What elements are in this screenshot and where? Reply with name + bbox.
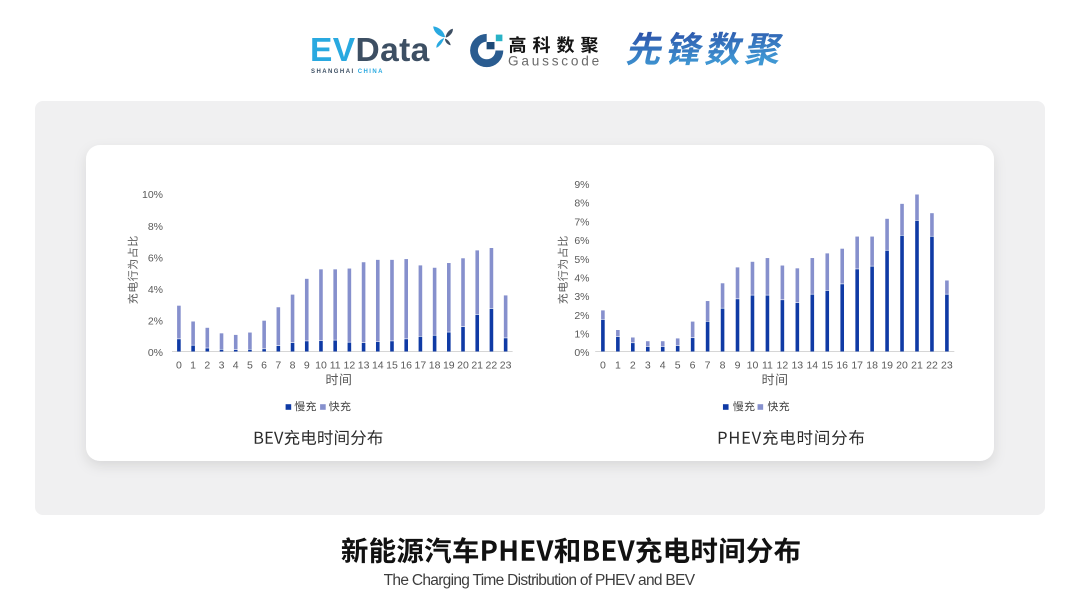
svg-text:12: 12	[344, 360, 356, 372]
svg-text:11: 11	[330, 360, 341, 372]
svg-text:2%: 2%	[148, 316, 163, 328]
svg-text:4%: 4%	[574, 272, 589, 284]
svg-text:21: 21	[911, 360, 923, 372]
svg-text:Gausscode: Gausscode	[508, 53, 602, 68]
svg-text:9: 9	[304, 360, 310, 372]
svg-text:12: 12	[777, 360, 789, 372]
svg-text:4%: 4%	[148, 284, 163, 296]
svg-text:15: 15	[386, 360, 398, 372]
svg-text:6%: 6%	[148, 252, 163, 264]
svg-text:7%: 7%	[574, 216, 589, 228]
svg-text:7: 7	[275, 360, 281, 372]
svg-text:22: 22	[486, 360, 498, 372]
svg-text:6: 6	[690, 360, 696, 372]
svg-text:4: 4	[233, 360, 239, 372]
svg-text:18: 18	[429, 360, 441, 372]
svg-text:2: 2	[630, 360, 636, 372]
svg-text:10: 10	[747, 360, 759, 372]
svg-text:3: 3	[645, 360, 651, 372]
svg-text:22: 22	[926, 360, 938, 372]
svg-text:3%: 3%	[574, 291, 589, 303]
svg-text:0: 0	[176, 360, 182, 372]
svg-text:The Charging Time Distribution: The Charging Time Distribution of PHEV a…	[384, 572, 696, 589]
svg-text:3: 3	[219, 360, 225, 372]
svg-text:1%: 1%	[574, 329, 589, 341]
svg-text:16: 16	[836, 360, 848, 372]
svg-text:8%: 8%	[148, 221, 163, 233]
svg-text:19: 19	[881, 360, 893, 372]
svg-text:2: 2	[204, 360, 210, 372]
svg-text:1: 1	[615, 360, 621, 372]
svg-text:11: 11	[762, 360, 773, 372]
svg-text:0%: 0%	[574, 347, 589, 359]
svg-text:8%: 8%	[574, 198, 589, 210]
svg-text:EVData: EVData	[310, 32, 430, 69]
svg-text:16: 16	[400, 360, 412, 372]
svg-text:8: 8	[720, 360, 726, 372]
svg-text:17: 17	[851, 360, 863, 372]
svg-text:18: 18	[866, 360, 878, 372]
svg-text:5%: 5%	[574, 254, 589, 266]
svg-text:SHANGHAI CHINA: SHANGHAI CHINA	[311, 69, 384, 75]
svg-text:10%: 10%	[142, 189, 163, 201]
svg-text:14: 14	[372, 360, 384, 372]
svg-text:9: 9	[735, 360, 741, 372]
svg-text:17: 17	[415, 360, 427, 372]
svg-text:20: 20	[457, 360, 469, 372]
svg-text:21: 21	[471, 360, 483, 372]
svg-text:0: 0	[600, 360, 606, 372]
svg-text:10: 10	[315, 360, 327, 372]
svg-text:13: 13	[791, 360, 803, 372]
svg-text:23: 23	[941, 360, 953, 372]
svg-text:19: 19	[443, 360, 455, 372]
svg-text:6: 6	[261, 360, 267, 372]
svg-text:20: 20	[896, 360, 908, 372]
svg-text:23: 23	[500, 360, 512, 372]
svg-text:8: 8	[290, 360, 296, 372]
svg-text:15: 15	[821, 360, 833, 372]
svg-text:2%: 2%	[574, 310, 589, 322]
svg-text:5: 5	[247, 360, 253, 372]
svg-text:9%: 9%	[574, 179, 589, 191]
svg-text:6%: 6%	[574, 235, 589, 247]
svg-text:13: 13	[358, 360, 370, 372]
svg-text:0%: 0%	[148, 347, 163, 359]
svg-text:5: 5	[675, 360, 681, 372]
svg-text:1: 1	[190, 360, 196, 372]
svg-text:14: 14	[806, 360, 818, 372]
svg-text:4: 4	[660, 360, 666, 372]
svg-text:7: 7	[705, 360, 711, 372]
